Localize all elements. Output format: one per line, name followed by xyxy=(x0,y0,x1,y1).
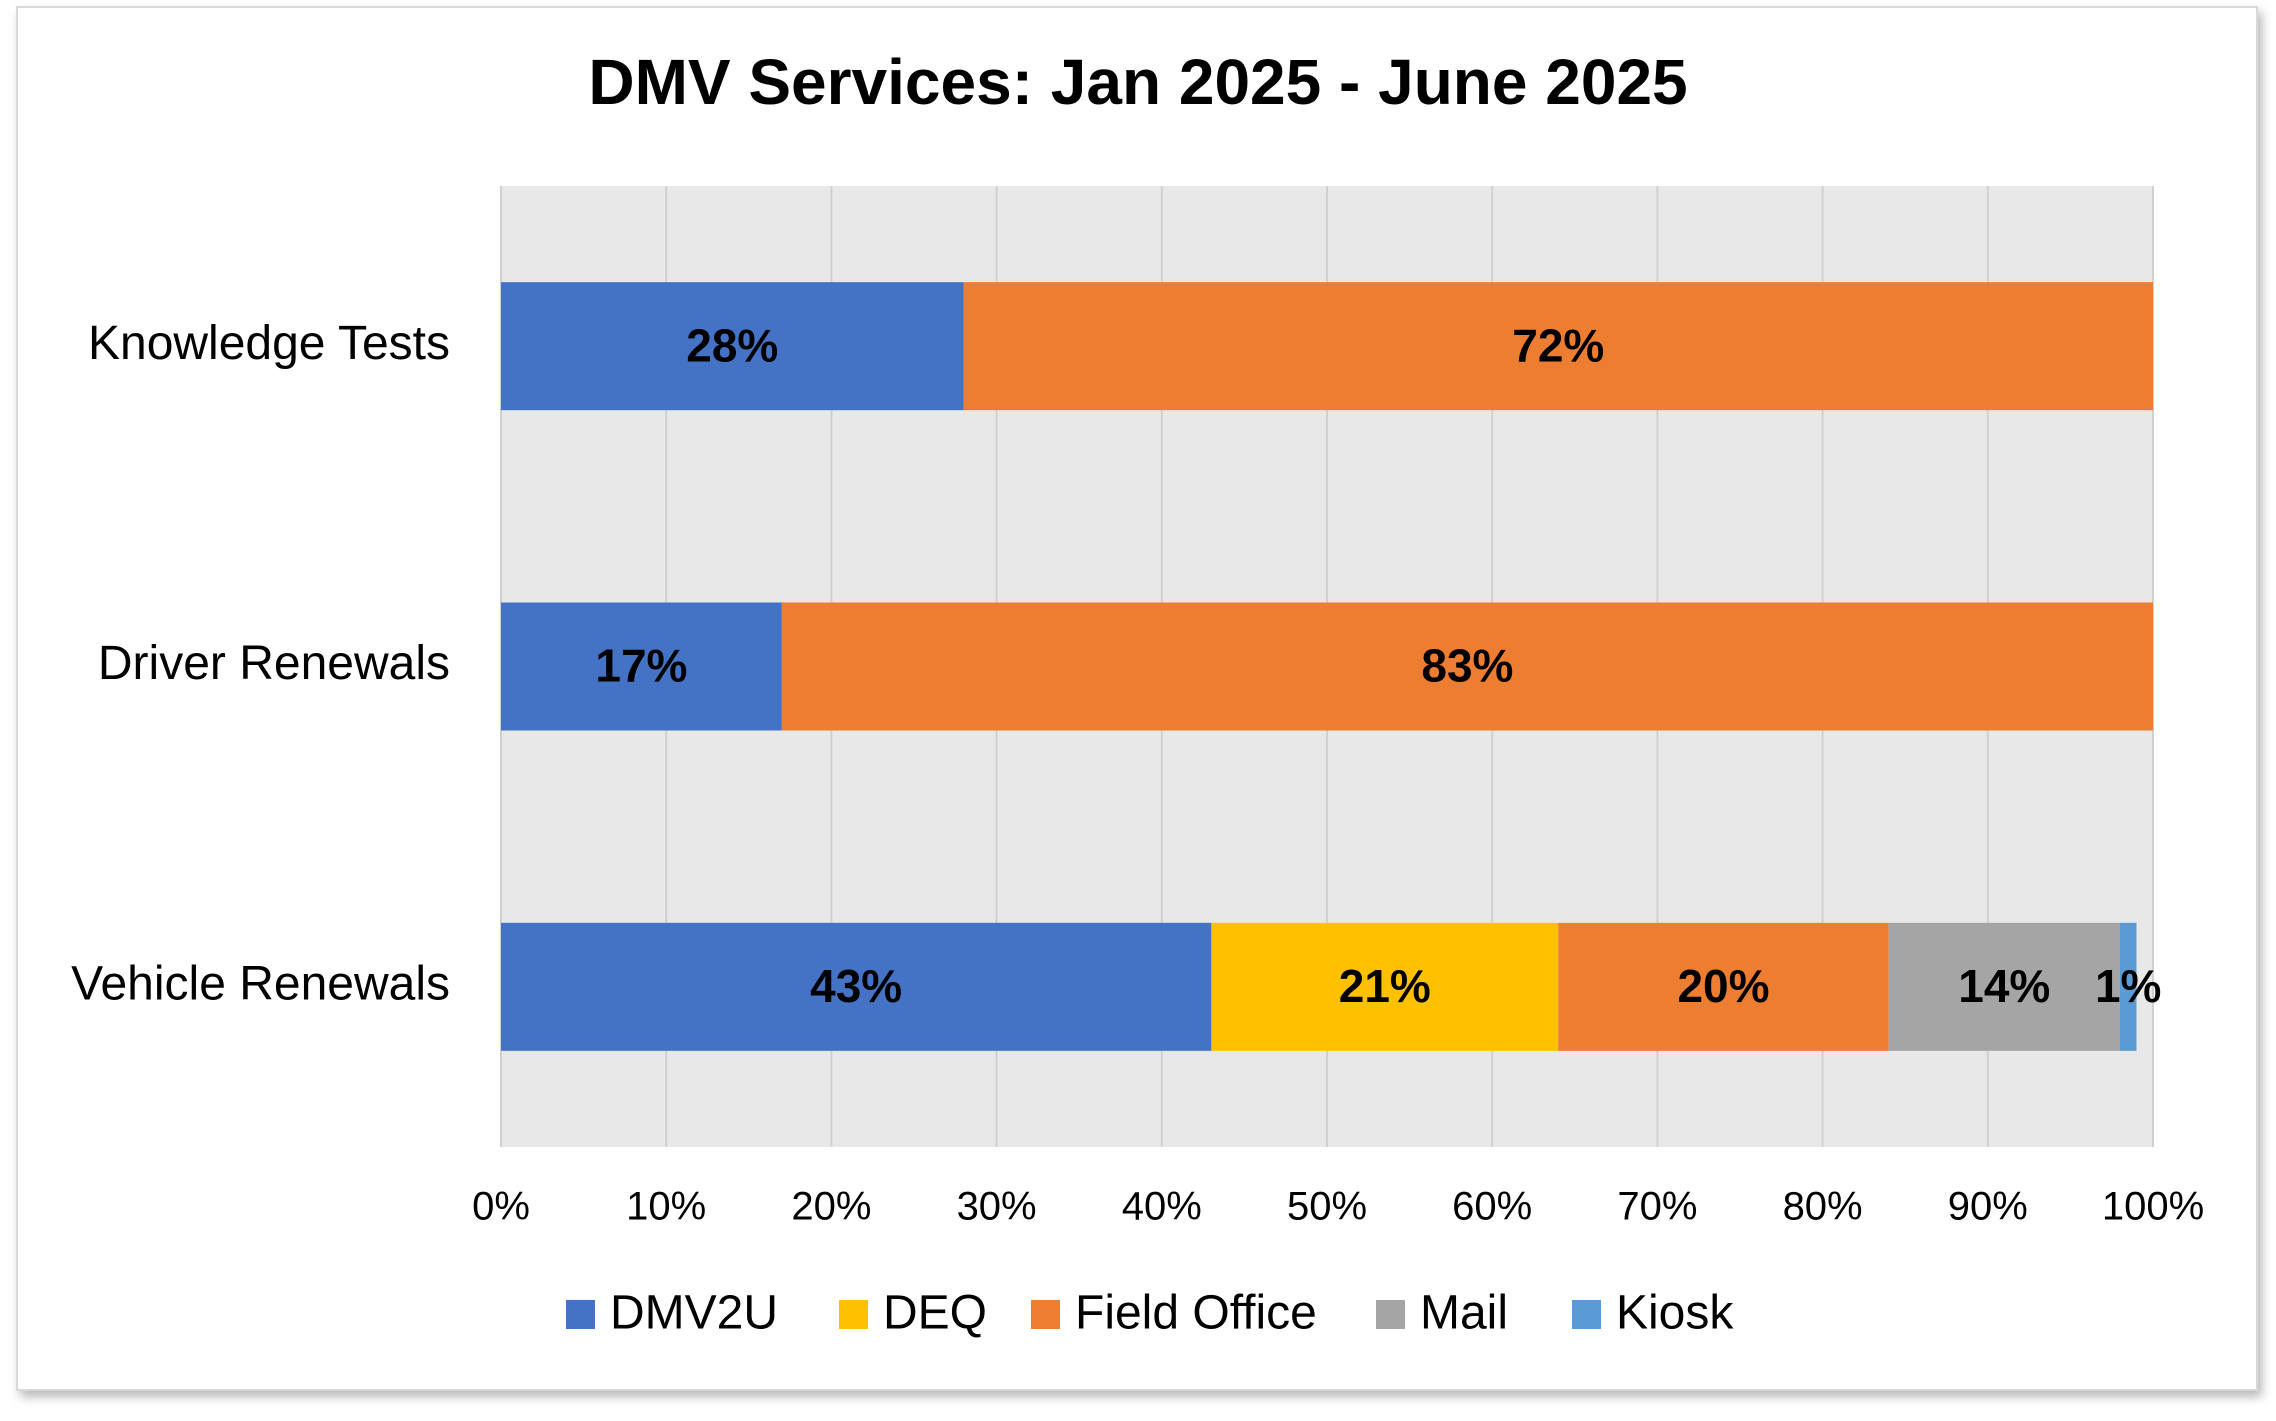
x-tick-label: 70% xyxy=(1617,1185,1697,1229)
x-tick-label: 100% xyxy=(2102,1185,2204,1229)
data-label: 83% xyxy=(1421,640,1513,692)
data-label: 43% xyxy=(810,960,902,1012)
bar-segment xyxy=(501,282,964,411)
bar-segment xyxy=(963,282,2153,411)
data-label: 21% xyxy=(1339,960,1431,1012)
legend-label: Kiosk xyxy=(1616,1287,1734,1340)
legend-swatch xyxy=(1572,1300,1601,1329)
y-tick-label: Vehicle Renewals xyxy=(71,958,450,1011)
bar-segment xyxy=(1211,922,1559,1051)
x-tick-label: 0% xyxy=(472,1185,530,1229)
data-label: 20% xyxy=(1677,960,1769,1012)
x-tick-label: 50% xyxy=(1287,1185,1367,1229)
data-label: 14% xyxy=(1958,960,2050,1012)
y-tick-label: Knowledge Tests xyxy=(88,317,450,370)
legend-label: DMV2U xyxy=(610,1287,778,1340)
bar-segment xyxy=(781,602,2153,731)
x-tick-label: 30% xyxy=(957,1185,1037,1229)
legend-swatch xyxy=(566,1300,595,1329)
x-tick-label: 90% xyxy=(1948,1185,2028,1229)
bar-segment xyxy=(501,602,782,731)
legend-label: DEQ xyxy=(883,1287,987,1340)
bar-segment xyxy=(1888,922,2120,1051)
legend-label: Mail xyxy=(1420,1287,1508,1340)
chart-title: DMV Services: Jan 2025 - June 2025 xyxy=(588,46,1687,118)
bar-segment xyxy=(1558,922,1889,1051)
data-label: 72% xyxy=(1512,319,1604,371)
legend-swatch xyxy=(1376,1300,1405,1329)
x-tick-label: 10% xyxy=(626,1185,706,1229)
data-label: 1% xyxy=(2095,960,2161,1012)
bar-segment xyxy=(501,922,1212,1051)
data-label: 17% xyxy=(595,640,687,692)
x-tick-label: 20% xyxy=(791,1185,871,1229)
x-tick-label: 40% xyxy=(1122,1185,1202,1229)
x-tick-label: 80% xyxy=(1783,1185,1863,1229)
bar-segment xyxy=(2119,922,2137,1051)
legend-label: Field Office xyxy=(1075,1287,1317,1340)
data-label: 28% xyxy=(686,319,778,371)
legend-swatch xyxy=(1031,1300,1060,1329)
y-tick-label: Driver Renewals xyxy=(98,637,450,690)
x-tick-label: 60% xyxy=(1452,1185,1532,1229)
legend-swatch xyxy=(839,1300,868,1329)
